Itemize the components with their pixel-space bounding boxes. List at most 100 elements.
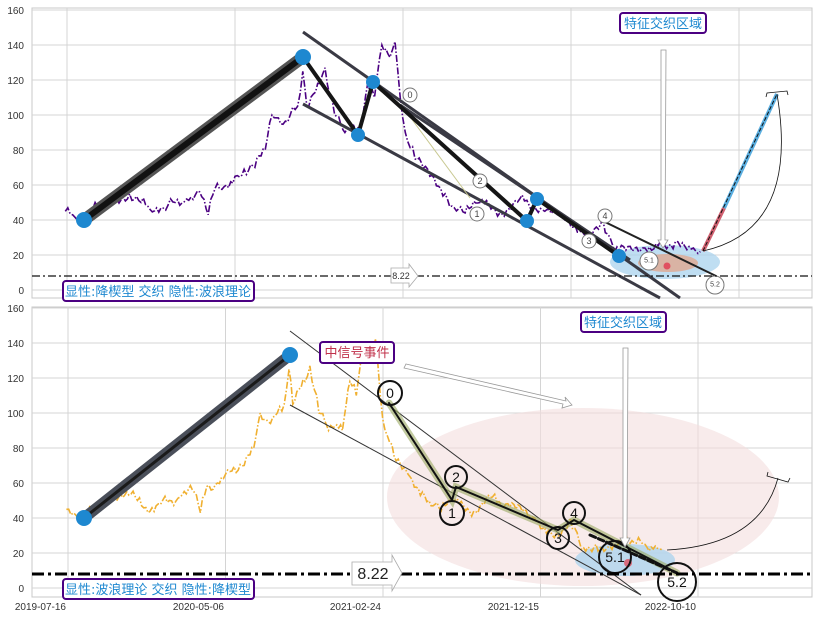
svg-text:2: 2 <box>477 176 482 186</box>
wedge-upper-line <box>289 330 642 596</box>
wave-label-3: 3 <box>546 526 570 550</box>
y-tick-label: 0 <box>18 286 24 297</box>
bottom-wave-labels: 0 1 2 3 4 5.1 5.2 <box>377 380 697 602</box>
wedge-lower-line <box>289 404 642 596</box>
wave-line <box>388 402 678 574</box>
support-value-label: 8.22 <box>392 271 410 281</box>
zone-label: 特征交织区域 <box>584 315 662 331</box>
bottom-wave-path <box>385 399 681 577</box>
svg-text:3: 3 <box>586 236 591 246</box>
trend-up-line-core <box>83 353 291 520</box>
price-series-top <box>64 41 701 255</box>
zone-label-box-bottom: 特征交织区域 <box>580 311 667 333</box>
zone-arrow-bottom <box>619 347 631 548</box>
pivot-marker <box>282 347 298 363</box>
bottom-trend <box>76 347 298 526</box>
event-arrow <box>403 363 573 409</box>
projection-arc <box>702 93 782 252</box>
zone-arrow-top <box>657 49 669 249</box>
x-tick-label: 2020-05-06 <box>173 602 225 613</box>
y-tick-label: 160 <box>7 304 24 315</box>
wave-label-0: 0 <box>402 87 418 103</box>
y-tick-label: 40 <box>13 216 25 227</box>
y-tick-label: 60 <box>13 181 25 192</box>
bottom-wedge-lines <box>289 330 642 596</box>
y-tick-label: 0 <box>18 584 24 595</box>
wave-4-5-line <box>604 221 717 277</box>
projection-target-bracket <box>765 90 789 98</box>
y-tick-label: 160 <box>7 6 24 17</box>
support-value-arrow-top: 8.22 <box>390 262 419 289</box>
wave-label-5-2: 5.2 <box>705 275 725 295</box>
pattern-label-box-top: 显性:降楔型 交织 隐性:波浪理论 <box>62 280 255 302</box>
event-label: 中信号事件 <box>324 346 389 361</box>
bottom-projection <box>666 471 791 551</box>
svg-text:5.2: 5.2 <box>710 282 720 289</box>
svg-text:1: 1 <box>448 505 456 521</box>
pivot-marker <box>520 214 534 228</box>
x-tick-label: 2021-12-15 <box>488 602 540 613</box>
svg-text:4: 4 <box>602 211 607 221</box>
wave-label-4: 4 <box>562 501 586 525</box>
y-tick-label: 60 <box>13 479 25 490</box>
pattern-label: 显性:波浪理论 交织 隐性:降楔型 <box>65 582 251 598</box>
projection-line-dash <box>702 93 778 252</box>
trend-up-line-core <box>81 54 306 223</box>
svg-text:0: 0 <box>407 90 412 100</box>
zigzag-line <box>301 55 621 258</box>
wave-4-5-dash <box>588 533 679 575</box>
projection-target-bracket <box>766 471 791 483</box>
y-tick-label: 120 <box>7 76 24 87</box>
pattern-label-box-bottom: 显性:波浪理论 交织 隐性:降楔型 <box>62 578 255 600</box>
pivot-marker <box>366 75 380 89</box>
top-zigzag <box>78 51 621 258</box>
wave-0-1-line <box>404 109 471 199</box>
x-tick-label: 2022-10-10 <box>645 602 697 613</box>
y-tick-label: 120 <box>7 374 24 385</box>
large-zone-ellipse <box>387 408 779 586</box>
support-value-arrow-bottom: 8.22 <box>351 553 403 593</box>
wave-label-5-1: 5.1 <box>639 251 659 271</box>
x-tick-label: 2019-07-16 <box>15 602 67 613</box>
pivot-marker <box>351 128 365 142</box>
svg-text:0: 0 <box>386 385 394 401</box>
top-wave-labels: 0 1 2 3 4 5.1 5.2 <box>402 87 725 295</box>
top-pivots <box>76 49 626 263</box>
pivot-marker <box>530 192 544 206</box>
projection-arc <box>666 477 779 551</box>
x-tick-label: 2021-02-24 <box>330 602 382 613</box>
y-tick-label: 80 <box>13 146 25 157</box>
wave-label-2: 2 <box>444 465 468 489</box>
wave-label-5-2: 5.2 <box>657 562 697 602</box>
event-label-box: 中信号事件 <box>319 341 395 364</box>
y-tick-label: 20 <box>13 549 25 560</box>
svg-text:5.1: 5.1 <box>605 549 625 565</box>
y-tick-label: 40 <box>13 514 25 525</box>
y-tick-label: 20 <box>13 251 25 262</box>
zone-label-box-top: 特征交织区域 <box>619 12 707 34</box>
svg-text:2: 2 <box>452 469 460 485</box>
svg-text:4: 4 <box>570 505 578 521</box>
pivot-marker <box>612 249 626 263</box>
wave-label-1: 1 <box>469 206 485 222</box>
wave-label-3: 3 <box>581 233 597 249</box>
wave-label-2: 2 <box>472 173 488 189</box>
support-value-label: 8.22 <box>357 566 388 583</box>
y-tick-label: 100 <box>7 111 24 122</box>
y-tick-label: 140 <box>7 339 24 350</box>
pivot-marker <box>295 49 311 65</box>
wave-label-0: 0 <box>377 380 403 406</box>
y-tick-label: 80 <box>13 444 25 455</box>
svg-text:3: 3 <box>554 530 562 546</box>
svg-text:5.1: 5.1 <box>644 258 654 265</box>
pattern-label: 显性:降楔型 交织 隐性:波浪理论 <box>65 284 251 300</box>
svg-text:1: 1 <box>474 209 479 219</box>
intersection-point <box>663 262 671 270</box>
y-tick-label: 100 <box>7 409 24 420</box>
pivot-marker <box>76 510 92 526</box>
svg-text:5.2: 5.2 <box>667 574 687 590</box>
y-tick-label: 140 <box>7 41 24 52</box>
wave-label-4: 4 <box>597 208 613 224</box>
pivot-marker <box>76 212 92 228</box>
